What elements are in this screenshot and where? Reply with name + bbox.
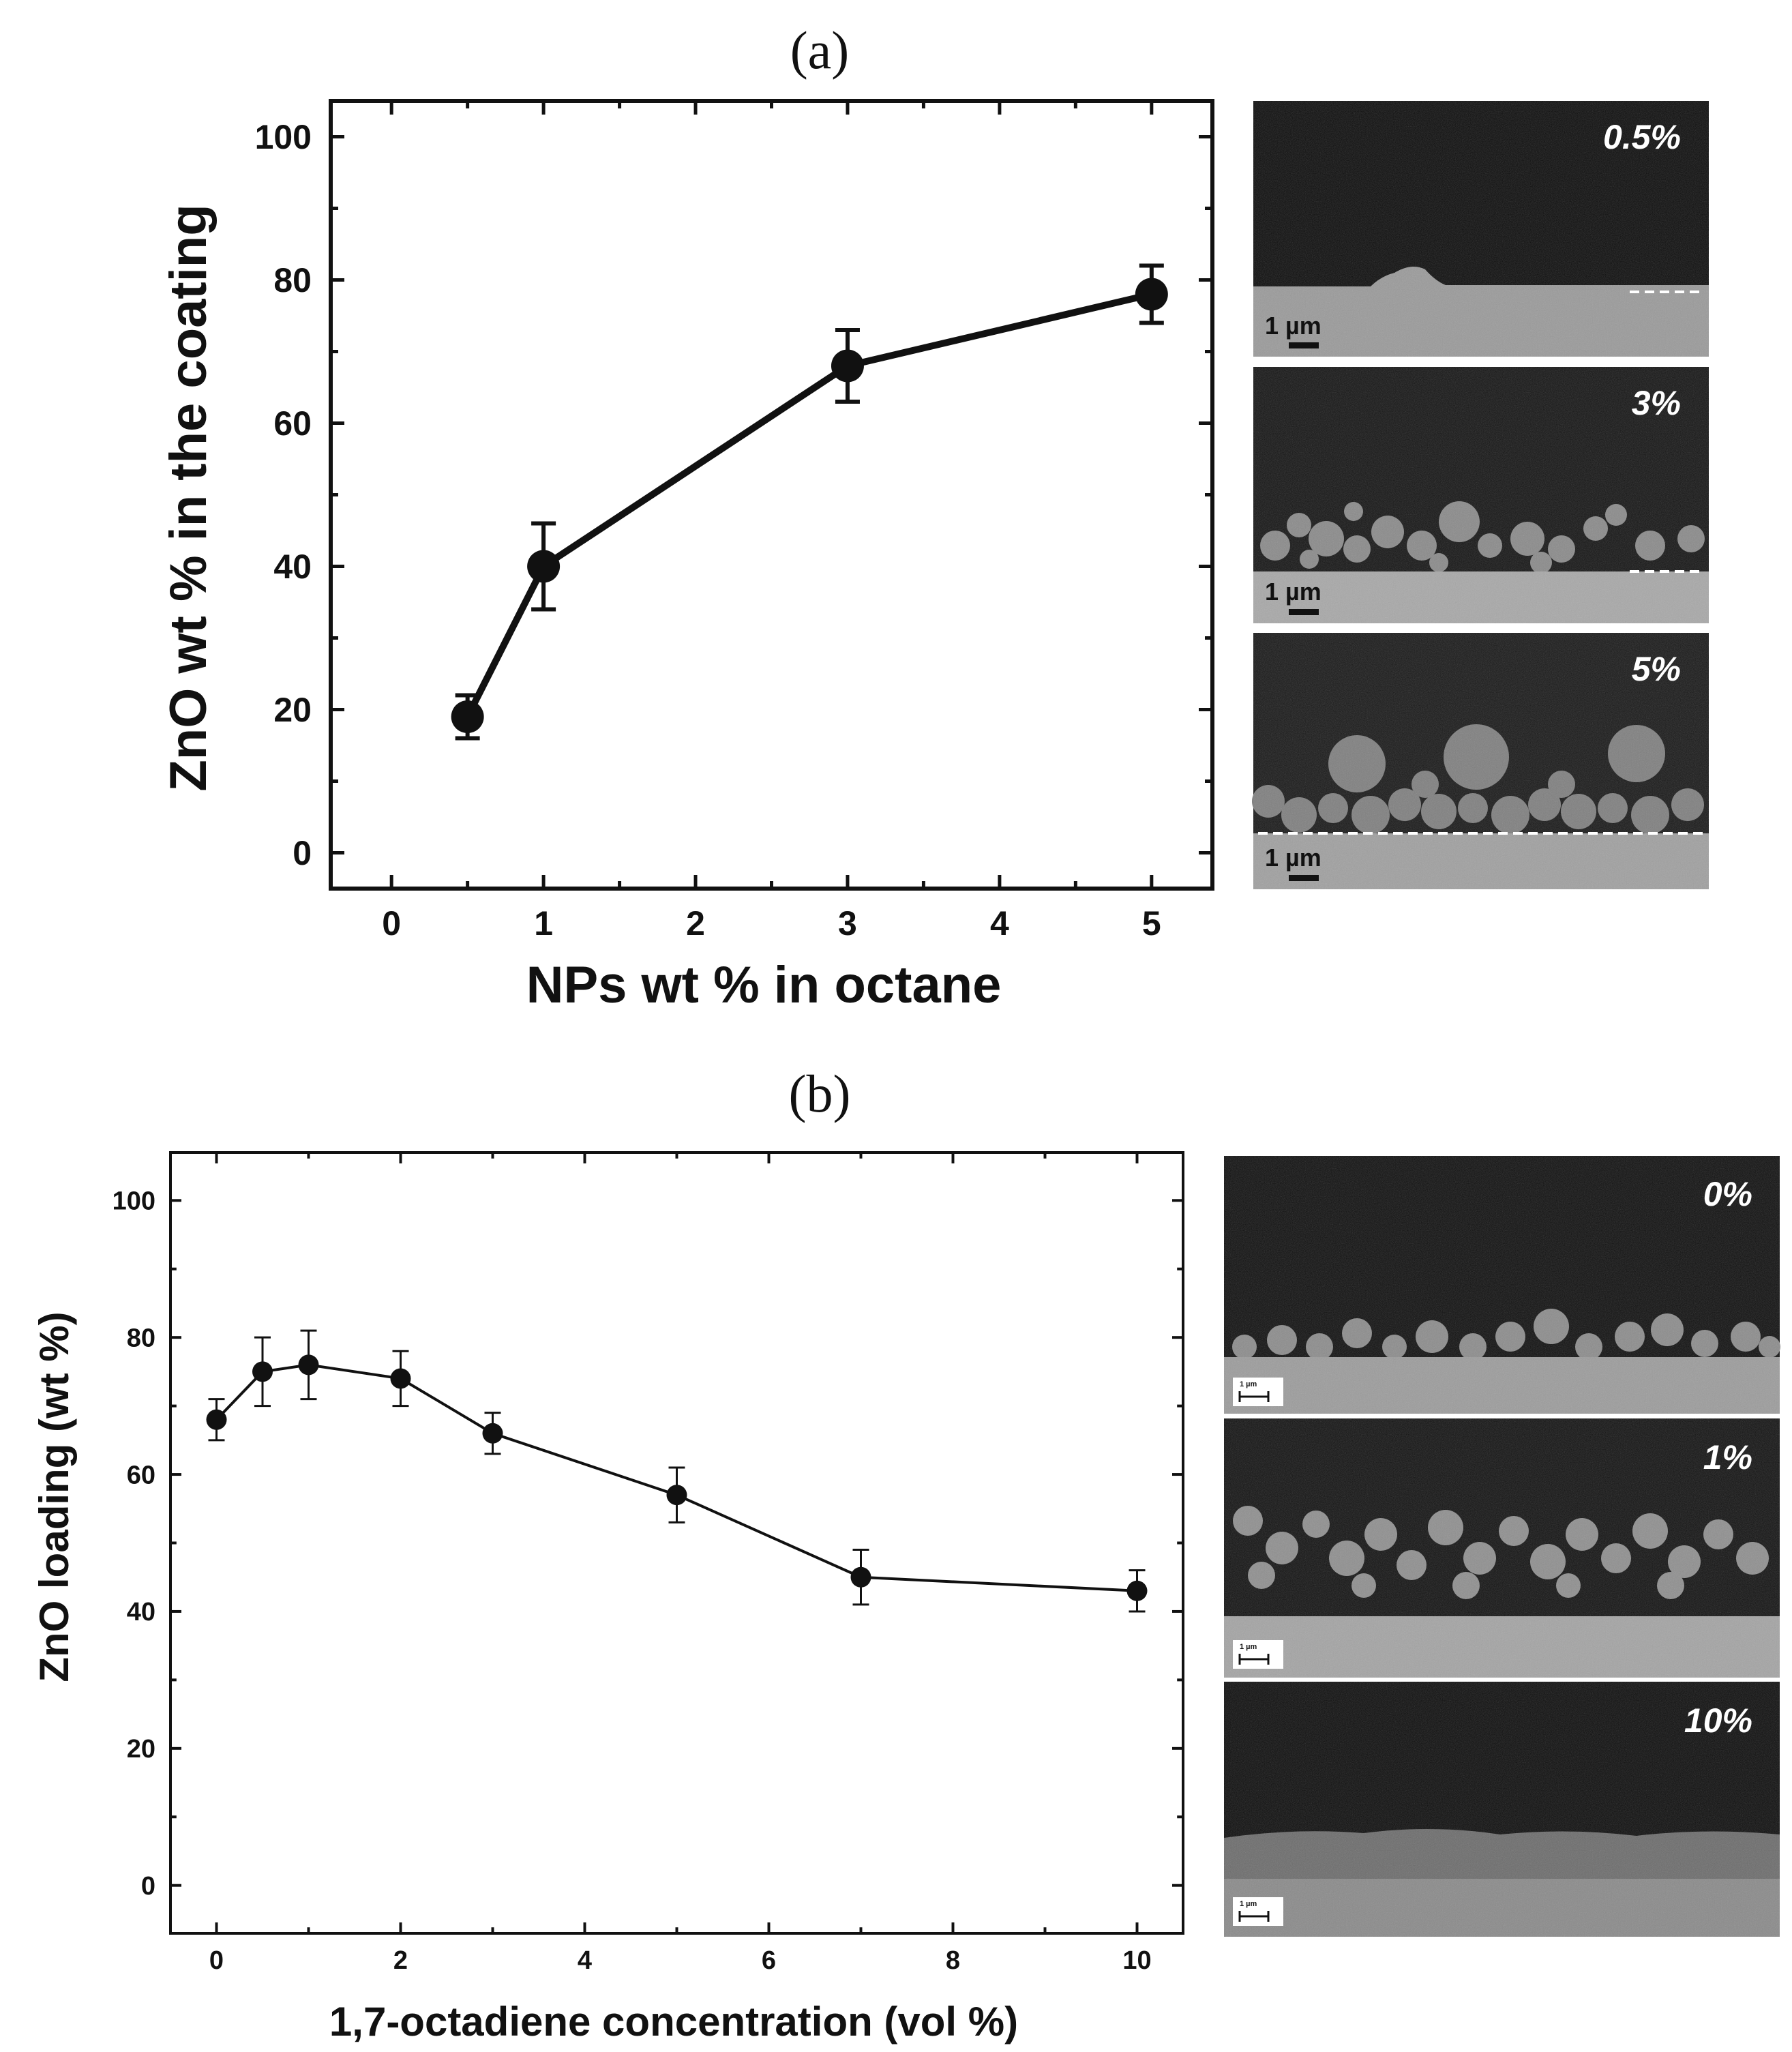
plot-frame [169,1151,1184,1935]
y-axis-label-a: ZnO wt % in the coating [160,204,218,791]
x-tick-label: 2 [393,1946,408,1975]
panel-label-a: (a) [790,20,850,80]
sem-label-a-2: 3% [1632,384,1681,422]
y-tick-label: 0 [141,1872,155,1901]
y-tick-label: 80 [273,261,312,299]
data-point [482,1423,503,1444]
data-point [206,1409,227,1430]
sem-image-b-1: 0% 1 µm [1224,1156,1780,1414]
sem-label-b-2: 1% [1703,1438,1752,1476]
sem-label-a-1: 0.5% [1603,118,1681,156]
data-point [527,550,561,583]
sem-scale-text-b-2: 1 µm [1240,1643,1257,1651]
x-tick-label: 6 [762,1946,776,1975]
y-tick-label: 80 [127,1324,155,1352]
data-point [298,1354,319,1376]
data-point [252,1361,273,1382]
x-tick-label: 0 [209,1946,224,1975]
data-point [850,1566,871,1588]
x-axis-label-b: 1,7-octadiene concentration (vol %) [329,1999,1018,2044]
plot-frame [329,99,1214,891]
series-line [464,291,1152,719]
panel-label-b: (b) [789,1064,851,1123]
y-tick-label: 40 [127,1598,155,1626]
y-tick-label: 20 [127,1735,155,1764]
x-tick-label: 5 [1142,904,1161,942]
data-point [1126,1580,1148,1601]
sem-image-b-3: 10% 1 µm [1224,1682,1780,1937]
x-tick-label: 0 [382,904,401,942]
sem-scale-text-b-3: 1 µm [1240,1900,1257,1908]
data-point [831,349,864,383]
sem-scale-text-a-1: 1 µm [1265,312,1321,340]
y-tick-label: 20 [273,691,312,729]
y-tick-label: 0 [293,834,312,872]
sem-label-a-3: 5% [1632,650,1681,688]
y-tick-label: 40 [273,548,312,586]
x-tick-label: 8 [946,1946,960,1975]
y-tick-label: 60 [127,1461,155,1489]
sem-scale-text-a-3: 1 µm [1265,844,1321,872]
x-tick-label: 3 [838,904,857,942]
data-point [390,1368,411,1389]
sem-image-a-1: 0.5% 1 µm [1253,101,1709,357]
x-axis-label-a: NPs wt % in octane [526,956,1002,1014]
y-axis-label-b: ZnO loading (wt %) [31,1311,77,1682]
y-tick-label: 60 [273,404,312,443]
data-point [666,1485,687,1506]
y-tick-label: 100 [113,1187,155,1216]
x-tick-label: 1 [534,904,553,942]
sem-scale-text-a-2: 1 µm [1265,578,1321,606]
x-tick-label: 10 [1122,1946,1151,1975]
plot-a: 0 1 2 3 4 5 0 20 40 60 80 100 [255,99,1214,942]
sem-image-b-2: 1% 1 µm [1224,1418,1780,1678]
sem-label-b-1: 0% [1703,1175,1752,1213]
sem-image-a-3: 5% 1 µm [1252,633,1709,889]
sem-label-b-3: 10% [1684,1701,1752,1740]
y-tick-label: 100 [255,118,312,156]
x-tick-label: 4 [578,1946,592,1975]
sem-image-a-2: 3% 1 µm [1253,367,1709,623]
x-tick-label: 4 [990,904,1009,942]
sem-scale-text-b-1: 1 µm [1240,1380,1257,1388]
x-tick-label: 2 [686,904,705,942]
data-point [451,700,484,733]
data-point [1135,278,1168,311]
